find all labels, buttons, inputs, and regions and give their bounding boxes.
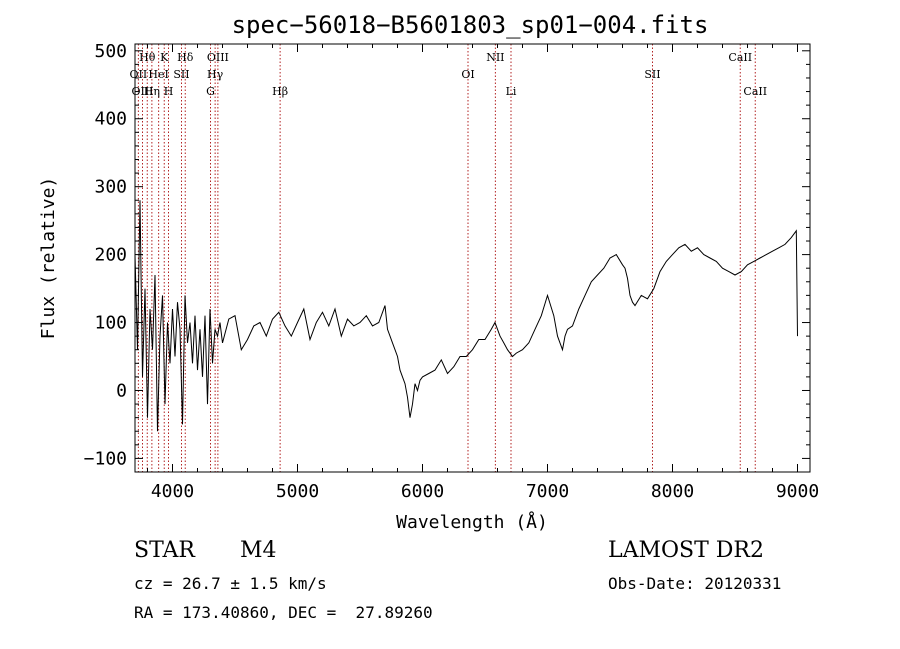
chart-title: spec−56018−B5601803_sp01−004.fits	[232, 11, 709, 39]
y-tick-label: −100	[84, 448, 127, 469]
observation-date: Obs-Date: 20120331	[608, 574, 782, 593]
spectral-line-label: Hδ	[177, 51, 194, 64]
spectral-line-label: CaII	[728, 51, 752, 64]
y-tick-label: 300	[94, 177, 127, 198]
spectral-line-label: SII	[644, 68, 660, 81]
spectral-line-label: K	[160, 51, 169, 64]
spectral-line-label: Hγ	[207, 68, 224, 81]
spectral-line-label: Hθ	[139, 51, 156, 64]
spectral-line-label: Hη	[144, 85, 160, 98]
spectrum-series	[134, 200, 798, 432]
y-axis-label: Flux (relative)	[38, 177, 59, 340]
y-tick-label: 200	[94, 245, 127, 266]
spectral-line-label: OIII	[207, 51, 229, 64]
y-tick-label: 100	[94, 313, 127, 334]
object-class: STAR	[134, 538, 195, 563]
x-tick-label: 7000	[526, 481, 569, 502]
y-tick-label: 0	[116, 380, 127, 401]
spectral-line-label: H	[164, 85, 174, 98]
coordinates: RA = 173.40860, DEC = 27.89260	[134, 603, 433, 622]
spectral-line-label: HeI	[148, 68, 168, 81]
x-tick-label: 9000	[776, 481, 819, 502]
survey-name: LAMOST DR2	[608, 538, 764, 563]
object-subclass: M4	[240, 538, 277, 563]
spectral-line-label: Hβ	[272, 85, 288, 98]
plot-frame	[134, 43, 811, 473]
y-tick-label: 500	[94, 41, 127, 62]
spectral-line-label: OII	[130, 68, 148, 81]
y-tick-label: 400	[94, 109, 127, 130]
x-tick-label: 4000	[151, 481, 194, 502]
spectral-line-labels: OII OIII Hθ Hη HeI K H SII Hδ G Hγ OIII Hβ OI NII Li SII…	[130, 51, 768, 98]
spectral-line-label: OIII	[131, 85, 153, 98]
x-tick-label: 5000	[276, 481, 319, 502]
x-tick-label: 8000	[651, 481, 694, 502]
spectral-line-label: OI	[461, 68, 474, 81]
spectral-line-markers	[137, 44, 756, 472]
y-axis-ticks: −100 0 100 200 300 400 500	[84, 41, 810, 469]
spectral-line-label: SII	[173, 68, 189, 81]
spectral-line-label: G	[206, 85, 215, 98]
x-axis-label: Wavelength (Å)	[396, 511, 548, 533]
x-tick-label: 6000	[401, 481, 444, 502]
spectral-line-label: Li	[506, 85, 517, 98]
redshift-value: cz = 26.7 ± 1.5 km/s	[134, 574, 327, 593]
spectral-line-label: NII	[486, 51, 504, 64]
x-axis-ticks: 4000 5000 6000 7000 8000 9000	[147, 44, 819, 502]
spectral-line-label: CaII	[743, 85, 767, 98]
